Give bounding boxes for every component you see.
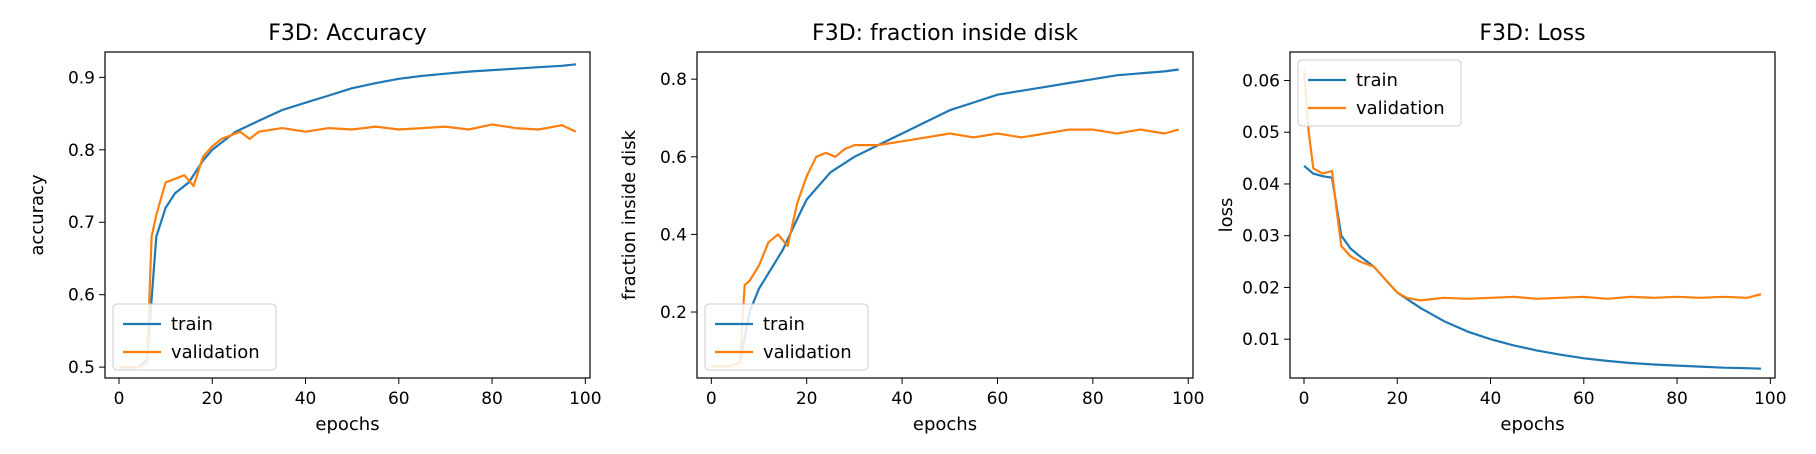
x-tick-label: 80 xyxy=(1082,389,1104,409)
x-tick-label: 100 xyxy=(1754,389,1786,409)
plot-frame xyxy=(696,51,1194,379)
y-tick-label: 0.04 xyxy=(1242,175,1280,195)
y-tick-label: 0.6 xyxy=(660,148,687,168)
legend: train validation xyxy=(1297,59,1462,127)
y-tick-label: 0.8 xyxy=(660,70,687,90)
x-axis-label: epochs xyxy=(315,414,379,435)
y-tick-label: 0.9 xyxy=(68,68,95,88)
chart-title: F3D: Loss xyxy=(1479,21,1585,46)
y-axis-label: fraction inside disk xyxy=(619,129,640,300)
y-tick-label: 0.05 xyxy=(1242,123,1280,143)
series-line-train xyxy=(1303,164,1762,370)
y-tick-label: 0.02 xyxy=(1242,278,1280,298)
x-tick-label: 100 xyxy=(1172,389,1204,409)
legend: train validation xyxy=(112,303,277,371)
legend-label-train: train xyxy=(1356,70,1398,91)
y-tick-label: 0.2 xyxy=(660,303,687,323)
legend-label-validation: validation xyxy=(1356,98,1445,119)
y-tick-label: 0.5 xyxy=(68,358,95,378)
x-tick-label: 20 xyxy=(1386,389,1408,409)
series-line-validation xyxy=(711,128,1179,368)
x-tick-label: 60 xyxy=(388,389,410,409)
legend-label-validation: validation xyxy=(763,342,852,363)
series-line-train xyxy=(119,63,577,369)
legend-box xyxy=(1297,59,1462,127)
chart-panel-0: F3D: Accuracy 0 20 40 60 80 100 0.5 0.6 0.7 0.8 0.9… xyxy=(27,21,602,435)
chart-panel-1: F3D: fraction inside disk 0 20 40 60 80 100 0.2… xyxy=(619,21,1204,435)
x-tick-label: 80 xyxy=(481,389,503,409)
x-tick-label: 40 xyxy=(1480,389,1502,409)
y-tick-label: 0.8 xyxy=(68,141,95,161)
x-axis-label: epochs xyxy=(1500,414,1564,435)
legend-label-validation: validation xyxy=(171,342,260,363)
y-axis-label: loss xyxy=(1216,198,1237,233)
x-tick-label: 0 xyxy=(1299,389,1310,409)
x-tick-label: 40 xyxy=(891,389,913,409)
y-tick-label: 0.4 xyxy=(660,225,687,245)
x-tick-label: 60 xyxy=(1573,389,1595,409)
chart-panel-2: F3D: Loss 0 20 40 60 80 100 0.01 0.02 0.03 0.04 0.0… xyxy=(1216,21,1787,435)
chart-title: F3D: Accuracy xyxy=(268,21,426,46)
series-line-validation xyxy=(119,123,577,369)
x-tick-label: 0 xyxy=(706,389,717,409)
y-tick-label: 0.03 xyxy=(1242,227,1280,247)
x-tick-label: 80 xyxy=(1666,389,1688,409)
y-tick-label: 0.6 xyxy=(68,286,95,306)
legend-label-train: train xyxy=(763,314,805,335)
legend-box xyxy=(112,303,277,371)
x-axis-label: epochs xyxy=(913,414,977,435)
x-tick-label: 40 xyxy=(295,389,317,409)
legend: train validation xyxy=(704,303,869,371)
y-tick-label: 0.06 xyxy=(1242,71,1280,91)
plot-frame xyxy=(104,51,591,379)
series-line-validation xyxy=(1302,70,1762,302)
plot-frame xyxy=(1289,51,1776,379)
x-tick-label: 0 xyxy=(114,389,125,409)
x-tick-label: 20 xyxy=(796,389,818,409)
y-tick-label: 0.7 xyxy=(68,213,95,233)
legend-label-train: train xyxy=(171,314,213,335)
y-axis-label: accuracy xyxy=(27,174,48,256)
legend-box xyxy=(704,303,869,371)
y-tick-label: 0.01 xyxy=(1242,330,1280,350)
x-tick-label: 100 xyxy=(569,389,601,409)
x-tick-label: 20 xyxy=(201,389,223,409)
chart-title: F3D: fraction inside disk xyxy=(812,21,1078,46)
x-tick-label: 60 xyxy=(987,389,1009,409)
